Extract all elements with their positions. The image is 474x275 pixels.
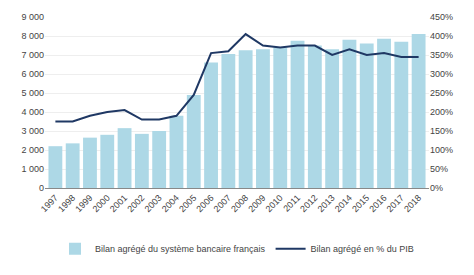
svg-text:450%: 450%	[430, 12, 453, 22]
svg-text:1998: 1998	[56, 193, 77, 214]
svg-text:2013: 2013	[316, 193, 337, 214]
svg-text:7 000: 7 000	[21, 50, 44, 60]
svg-text:300%: 300%	[430, 69, 453, 79]
svg-text:2016: 2016	[367, 193, 388, 214]
svg-text:Bilan agrégé du système bancai: Bilan agrégé du système bancaire françai…	[95, 244, 266, 254]
svg-text:2008: 2008	[229, 193, 250, 214]
svg-text:2002: 2002	[125, 193, 146, 214]
svg-text:3 000: 3 000	[21, 126, 44, 136]
svg-text:2006: 2006	[194, 193, 215, 214]
svg-text:2010: 2010	[264, 193, 285, 214]
svg-text:Bilan agrégé en % du PIB: Bilan agrégé en % du PIB	[311, 244, 414, 254]
svg-text:250%: 250%	[430, 88, 453, 98]
svg-text:2003: 2003	[143, 193, 164, 214]
svg-text:0: 0	[39, 183, 44, 193]
svg-text:400%: 400%	[430, 31, 453, 41]
svg-text:2005: 2005	[177, 193, 198, 214]
svg-text:2014: 2014	[333, 193, 354, 214]
svg-text:2009: 2009	[246, 193, 267, 214]
svg-text:2007: 2007	[212, 193, 233, 214]
svg-text:2018: 2018	[402, 193, 423, 214]
svg-text:4 000: 4 000	[21, 107, 44, 117]
svg-text:1999: 1999	[73, 193, 94, 214]
svg-text:0%: 0%	[430, 183, 443, 193]
svg-text:9 000: 9 000	[21, 12, 44, 22]
svg-text:100%: 100%	[430, 145, 453, 155]
svg-text:1 000: 1 000	[21, 164, 44, 174]
svg-text:2000: 2000	[91, 193, 112, 214]
svg-text:2004: 2004	[160, 193, 181, 214]
svg-text:1997: 1997	[39, 193, 60, 214]
svg-text:2012: 2012	[298, 193, 319, 214]
svg-text:2 000: 2 000	[21, 145, 44, 155]
svg-text:2015: 2015	[350, 193, 371, 214]
svg-text:350%: 350%	[430, 50, 453, 60]
svg-text:2011: 2011	[281, 193, 302, 214]
svg-text:6 000: 6 000	[21, 69, 44, 79]
svg-text:150%: 150%	[430, 126, 453, 136]
svg-text:2001: 2001	[108, 193, 129, 214]
svg-text:200%: 200%	[430, 107, 453, 117]
svg-text:50%: 50%	[430, 164, 448, 174]
svg-text:5 000: 5 000	[21, 88, 44, 98]
svg-text:2017: 2017	[385, 193, 406, 214]
svg-text:8 000: 8 000	[21, 31, 44, 41]
